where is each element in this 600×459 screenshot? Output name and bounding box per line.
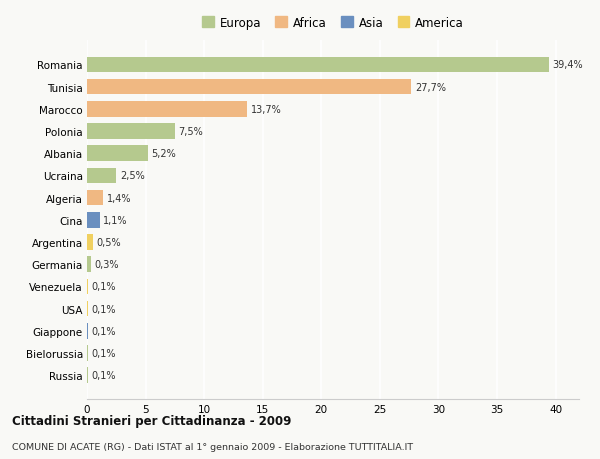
- Bar: [87, 279, 88, 295]
- Bar: [87, 102, 247, 118]
- Bar: [87, 301, 88, 317]
- Bar: [87, 323, 88, 339]
- Text: 13,7%: 13,7%: [251, 105, 282, 115]
- Bar: [87, 257, 91, 272]
- Bar: [87, 146, 148, 162]
- Text: 39,4%: 39,4%: [552, 60, 583, 70]
- Text: 0,1%: 0,1%: [92, 348, 116, 358]
- Text: 7,5%: 7,5%: [178, 127, 203, 137]
- Text: 0,1%: 0,1%: [92, 304, 116, 314]
- Text: COMUNE DI ACATE (RG) - Dati ISTAT al 1° gennaio 2009 - Elaborazione TUTTITALIA.I: COMUNE DI ACATE (RG) - Dati ISTAT al 1° …: [12, 442, 413, 451]
- Text: 1,4%: 1,4%: [107, 193, 131, 203]
- Bar: [87, 213, 100, 228]
- Bar: [87, 368, 88, 383]
- Text: 0,3%: 0,3%: [94, 260, 119, 269]
- Bar: [87, 346, 88, 361]
- Bar: [87, 190, 103, 206]
- Text: 0,5%: 0,5%: [97, 237, 121, 247]
- Bar: [87, 124, 175, 140]
- Text: 5,2%: 5,2%: [151, 149, 176, 159]
- Text: 0,1%: 0,1%: [92, 370, 116, 381]
- Bar: [87, 235, 93, 250]
- Bar: [87, 80, 412, 95]
- Text: 0,1%: 0,1%: [92, 326, 116, 336]
- Text: 1,1%: 1,1%: [103, 215, 128, 225]
- Bar: [87, 168, 116, 184]
- Text: 27,7%: 27,7%: [415, 83, 446, 92]
- Text: 2,5%: 2,5%: [120, 171, 145, 181]
- Text: 0,1%: 0,1%: [92, 282, 116, 292]
- Text: Cittadini Stranieri per Cittadinanza - 2009: Cittadini Stranieri per Cittadinanza - 2…: [12, 414, 292, 428]
- Legend: Europa, Africa, Asia, America: Europa, Africa, Asia, America: [202, 17, 464, 30]
- Bar: [87, 57, 548, 73]
